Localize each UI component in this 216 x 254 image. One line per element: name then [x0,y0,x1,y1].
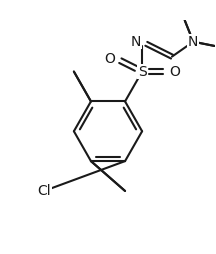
Text: Cl: Cl [37,184,51,198]
Text: O: O [104,52,115,66]
Text: O: O [169,65,180,78]
Text: N: N [131,35,141,49]
Text: S: S [138,65,146,78]
Text: N: N [188,35,199,49]
